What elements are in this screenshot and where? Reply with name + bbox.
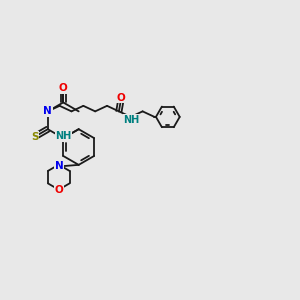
Text: O: O bbox=[54, 184, 63, 195]
Text: N: N bbox=[55, 161, 64, 171]
Text: NH: NH bbox=[123, 115, 140, 125]
Text: O: O bbox=[117, 93, 126, 103]
Text: NH: NH bbox=[55, 131, 71, 141]
Text: O: O bbox=[59, 83, 68, 93]
Text: N: N bbox=[44, 106, 52, 116]
Text: S: S bbox=[31, 132, 39, 142]
